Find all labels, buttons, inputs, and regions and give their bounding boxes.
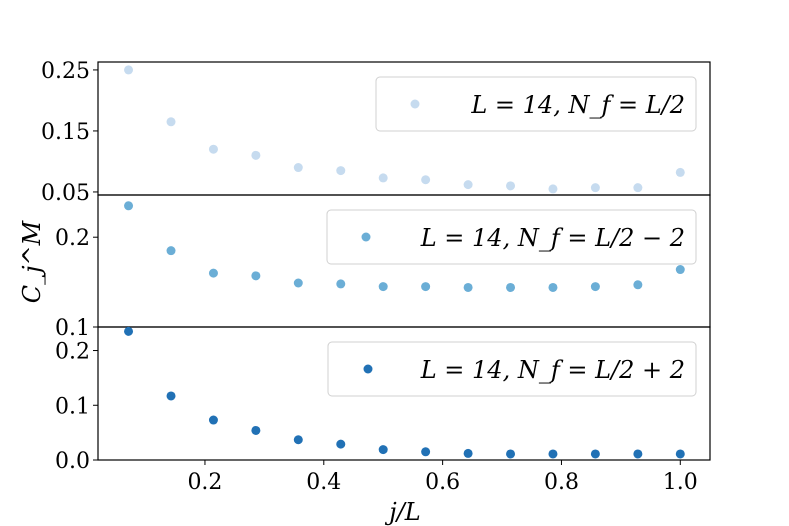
x-tick-label: 0.6 <box>425 470 460 495</box>
y-tick-label: 0.1 <box>55 394 90 419</box>
legend-label: L = 14, N_f = L/2 − 2 <box>420 224 685 252</box>
data-point <box>421 447 431 457</box>
data-point <box>378 173 388 183</box>
data-point <box>463 448 473 458</box>
data-point <box>124 201 134 211</box>
legend-label: L = 14, N_f = L/2 <box>470 91 685 119</box>
data-point <box>124 326 134 336</box>
legend-marker <box>361 232 371 242</box>
data-point <box>590 449 600 459</box>
panel-frame <box>97 326 711 461</box>
panel-2: 0.1 0.2 L = 14, N_f = L/2 − 2 <box>55 194 711 341</box>
data-point <box>633 449 643 459</box>
data-point <box>251 271 261 281</box>
data-point <box>208 415 218 425</box>
y-tick-label: 0.2 <box>55 226 90 251</box>
data-point <box>378 282 388 292</box>
data-point <box>548 184 558 194</box>
data-point <box>336 166 346 176</box>
data-point <box>251 425 261 435</box>
data-point <box>166 391 176 401</box>
data-point <box>208 268 218 278</box>
data-point <box>166 117 176 127</box>
data-point <box>421 282 431 292</box>
x-axis-label: j/L <box>384 498 420 526</box>
y-tick-label: 0.2 <box>55 340 90 365</box>
data-point <box>675 265 685 275</box>
x-tick-label: 0.2 <box>187 470 222 495</box>
legend-marker <box>363 364 373 374</box>
x-axis: 0.2 0.4 0.6 0.8 1.0 <box>187 460 698 495</box>
panel-1: 0.05 0.15 0.25 L = 14, N_f = L/2 <box>41 59 711 206</box>
legend-box <box>327 341 697 397</box>
data-point <box>463 282 473 292</box>
data-point <box>463 180 473 190</box>
y-tick-label: 0.0 <box>55 449 90 474</box>
data-point <box>633 183 643 193</box>
data-point <box>548 449 558 459</box>
data-point <box>590 282 600 292</box>
x-tick-label: 0.4 <box>306 470 341 495</box>
panels-layer: 0.050.150.25L = 14, N_f = L/20.10.2 L = 1… <box>41 59 711 474</box>
data-point <box>293 435 303 445</box>
panel-3: 0.0 0.1 0.2 L = 14, N_f = L/2 + 2 <box>55 326 711 474</box>
data-point <box>548 282 558 292</box>
legend-box <box>375 76 697 132</box>
legend-label: L = 14, N_f = L/2 + 2 <box>420 356 685 384</box>
data-point <box>293 163 303 173</box>
data-point <box>208 144 218 154</box>
y-tick-label: 0.15 <box>41 120 90 145</box>
data-point <box>506 449 516 459</box>
data-point <box>251 150 261 160</box>
data-point <box>124 65 134 75</box>
x-tick-label: 1.0 <box>663 470 698 495</box>
x-tick-label: 0.8 <box>544 470 579 495</box>
legend-marker <box>410 99 420 109</box>
data-point <box>633 280 643 290</box>
y-tick-label: 0.05 <box>41 181 90 206</box>
legend-box <box>326 209 697 265</box>
data-point <box>166 246 176 256</box>
data-point <box>675 449 685 459</box>
data-point <box>590 183 600 193</box>
data-point <box>506 181 516 191</box>
data-point <box>336 279 346 289</box>
data-point <box>506 282 516 292</box>
data-point <box>336 439 346 449</box>
data-point <box>293 278 303 288</box>
y-tick-label: 0.25 <box>41 59 90 84</box>
data-point <box>378 445 388 455</box>
y-axis-label: C_j^M <box>18 219 46 303</box>
data-point <box>675 167 685 177</box>
data-point <box>421 175 431 185</box>
y-tick-label: 0.1 <box>55 316 90 341</box>
